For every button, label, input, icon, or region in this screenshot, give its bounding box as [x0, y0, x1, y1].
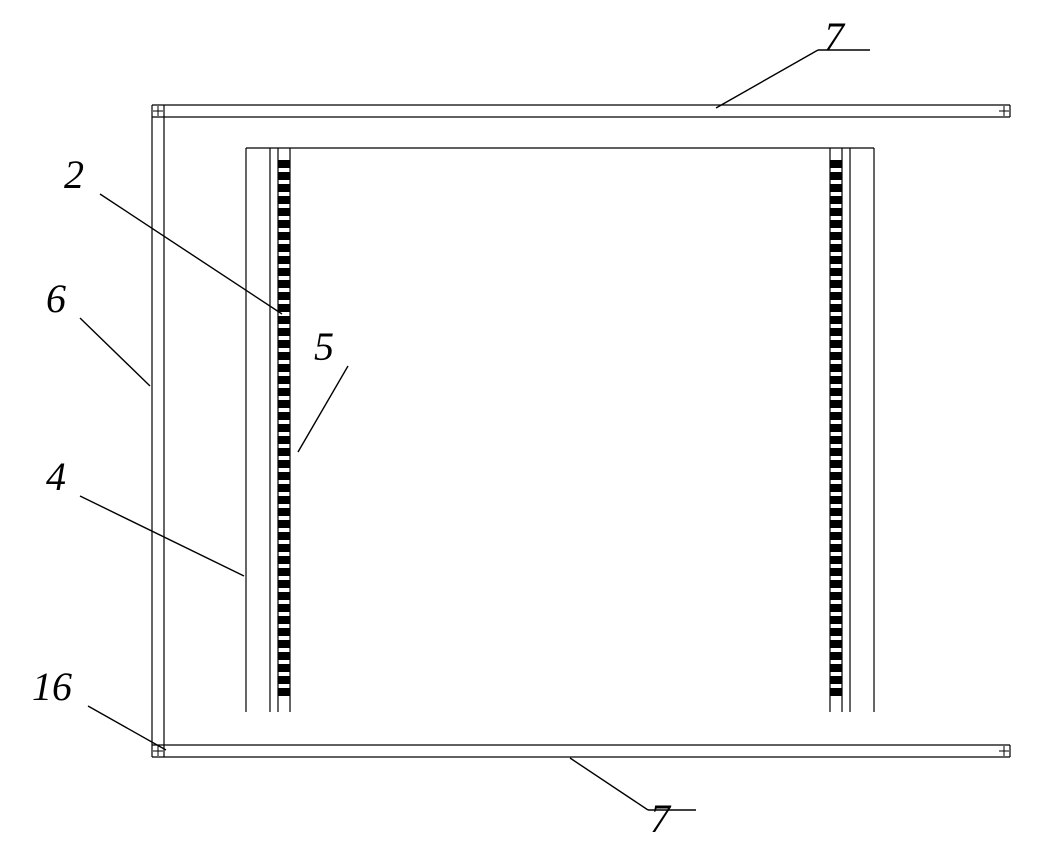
label-7_top: 7	[824, 14, 846, 59]
label-16: 16	[32, 664, 72, 709]
label-6: 6	[46, 276, 66, 321]
technical-drawing: 7 2 6 5 4 16 7	[0, 0, 1064, 863]
label-4: 4	[46, 454, 66, 499]
label-5: 5	[314, 324, 334, 369]
label-7_bottom: 7	[650, 796, 672, 841]
label-2: 2	[64, 152, 84, 197]
